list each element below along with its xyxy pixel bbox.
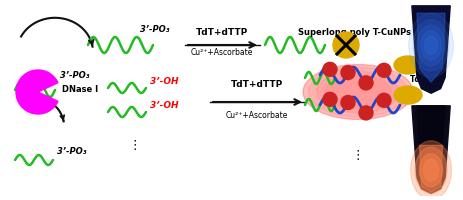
Circle shape	[341, 96, 355, 110]
Text: ⋮: ⋮	[129, 138, 141, 152]
Circle shape	[419, 154, 443, 187]
Wedge shape	[16, 70, 58, 114]
Ellipse shape	[394, 86, 422, 104]
Circle shape	[411, 141, 451, 200]
Circle shape	[333, 32, 359, 58]
Text: 3’-PO₃: 3’-PO₃	[57, 147, 87, 156]
Text: ⋮: ⋮	[352, 148, 364, 162]
Text: Cu²⁺+Ascorbate: Cu²⁺+Ascorbate	[226, 111, 288, 120]
Ellipse shape	[317, 71, 399, 113]
Circle shape	[341, 66, 355, 80]
Text: 3’-PO₃: 3’-PO₃	[60, 71, 89, 80]
Ellipse shape	[325, 75, 391, 108]
Polygon shape	[412, 6, 450, 93]
Polygon shape	[417, 13, 445, 82]
Circle shape	[415, 147, 447, 193]
Text: 3’-OH: 3’-OH	[150, 102, 179, 110]
Polygon shape	[419, 145, 443, 192]
Ellipse shape	[308, 67, 407, 117]
Text: TdT+dTTP: TdT+dTTP	[231, 80, 283, 89]
Polygon shape	[417, 106, 445, 145]
Text: DNase I: DNase I	[62, 86, 98, 95]
Circle shape	[421, 31, 441, 60]
Circle shape	[413, 20, 449, 71]
Circle shape	[359, 106, 373, 120]
Circle shape	[359, 76, 373, 90]
Text: TdT+dTTP: TdT+dTTP	[196, 28, 248, 37]
Text: Cu²⁺+Ascorbate: Cu²⁺+Ascorbate	[191, 48, 253, 57]
Circle shape	[409, 13, 453, 78]
Ellipse shape	[303, 64, 413, 119]
Circle shape	[323, 92, 337, 106]
Polygon shape	[412, 106, 450, 193]
Text: 3’-PO₃: 3’-PO₃	[140, 25, 169, 34]
Circle shape	[377, 63, 391, 77]
Text: Superlong poly T-CuNPs: Superlong poly T-CuNPs	[299, 28, 412, 37]
Circle shape	[417, 25, 445, 66]
Text: 3’-OH: 3’-OH	[150, 77, 179, 86]
Circle shape	[425, 36, 438, 55]
Circle shape	[323, 62, 337, 76]
Circle shape	[377, 93, 391, 107]
Ellipse shape	[394, 56, 422, 74]
Text: TdT: TdT	[410, 75, 426, 84]
Circle shape	[423, 159, 439, 181]
